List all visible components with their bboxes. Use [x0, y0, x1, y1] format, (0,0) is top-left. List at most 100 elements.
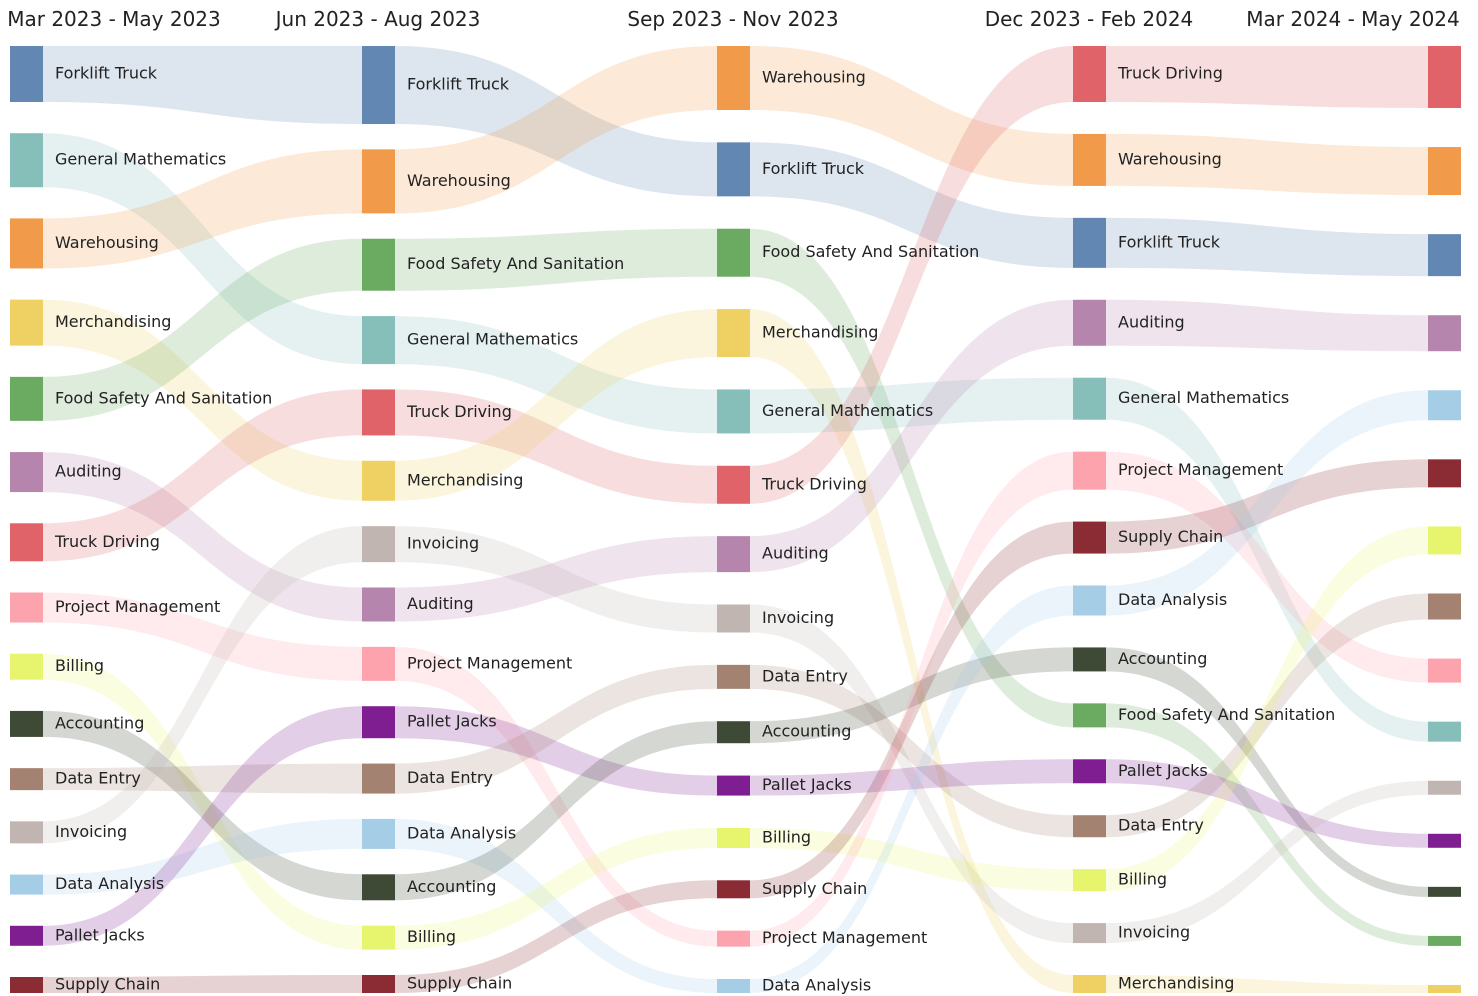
node-label-invoicing-2: Invoicing	[407, 534, 479, 553]
flow-truck-driving-2-to-3	[395, 389, 717, 504]
node-label-merchandising-1: Merchandising	[55, 312, 171, 331]
node-general-mathematics-1	[10, 133, 43, 188]
flow-data-entry-4-to-5	[1106, 593, 1428, 838]
node-label-truck-driving-2: Truck Driving	[406, 402, 512, 421]
flow-truck-driving-1-to-2	[43, 389, 362, 562]
node-label-truck-driving-1: Truck Driving	[54, 532, 160, 551]
flow-pallet-jacks-3-to-4	[750, 759, 1073, 796]
node-project-management-4	[1073, 451, 1106, 490]
flow-data-analysis-4-to-5	[1106, 390, 1428, 616]
node-truck-driving-1	[10, 523, 43, 562]
flow-supply-chain-2-to-3	[395, 880, 717, 993]
node-auditing-3	[717, 536, 750, 573]
node-label-pallet-jacks-2: Pallet Jacks	[407, 712, 497, 731]
node-pallet-jacks-4	[1073, 759, 1106, 784]
node-label-food-safety-and-sanitation-3: Food Safety And Sanitation	[762, 242, 979, 261]
flow-merchandising-4-to-5	[1106, 975, 1428, 993]
flow-project-management-2-to-3	[395, 646, 717, 947]
node-labels: Forklift Truck General Mathematics Warehou…	[54, 64, 1335, 995]
flow-supply-chain-4-to-5	[1106, 459, 1428, 554]
node-label-data-entry-2: Data Entry	[407, 768, 493, 787]
node-accounting-5	[1428, 886, 1461, 897]
node-auditing-5	[1428, 315, 1461, 352]
period-header-5: Mar 2024 - May 2024	[1246, 7, 1460, 31]
flow-data-entry-3-to-4	[750, 664, 1073, 838]
flow-invoicing-1-to-2	[43, 526, 362, 844]
node-label-warehousing-3: Warehousing	[762, 68, 866, 87]
node-accounting-2	[362, 874, 395, 901]
node-invoicing-3	[717, 604, 750, 633]
node-general-mathematics-3	[717, 389, 750, 434]
node-truck-driving-5	[1428, 46, 1461, 108]
node-data-entry-5	[1428, 593, 1461, 620]
node-project-management-2	[362, 646, 395, 681]
flow-accounting-4-to-5	[1106, 647, 1428, 897]
flow-truck-driving-4-to-5	[1106, 46, 1428, 108]
node-forklift-truck-5	[1428, 234, 1461, 277]
node-warehousing-1	[10, 218, 43, 269]
flow-merchandising-3-to-4	[750, 309, 1073, 994]
node-label-invoicing-3: Invoicing	[762, 608, 834, 627]
node-data-entry-3	[717, 664, 750, 689]
flow-supply-chain-1-to-2	[43, 975, 362, 993]
node-forklift-truck-3	[717, 142, 750, 197]
flow-invoicing-4-to-5	[1106, 780, 1428, 944]
node-label-accounting-4: Accounting	[1118, 649, 1207, 668]
node-forklift-truck-4	[1073, 217, 1106, 268]
node-data-entry-1	[10, 768, 43, 791]
period-header-2: Jun 2023 - Aug 2023	[274, 7, 481, 31]
node-data-analysis-5	[1428, 390, 1461, 421]
node-general-mathematics-5	[1428, 721, 1461, 742]
flow-merchandising-2-to-3	[395, 309, 717, 501]
node-invoicing-1	[10, 821, 43, 844]
flow-general-mathematics-4-to-5	[1106, 377, 1428, 742]
node-food-safety-and-sanitation-1	[10, 376, 43, 421]
node-warehousing-5	[1428, 147, 1461, 196]
node-label-auditing-2: Auditing	[407, 594, 474, 613]
flow-data-entry-2-to-3	[395, 664, 717, 794]
node-bars	[10, 46, 1461, 993]
node-label-supply-chain-2: Supply Chain	[407, 974, 512, 993]
flow-data-analysis-3-to-4	[750, 585, 1073, 993]
node-label-auditing-1: Auditing	[55, 462, 122, 481]
node-data-analysis-2	[362, 818, 395, 849]
flow-billing-2-to-3	[395, 827, 717, 950]
node-truck-driving-2	[362, 389, 395, 436]
flow-general-mathematics-1-to-2	[43, 133, 362, 365]
node-supply-chain-3	[717, 880, 750, 899]
node-general-mathematics-2	[362, 316, 395, 365]
node-general-mathematics-4	[1073, 377, 1106, 420]
flow-pallet-jacks-4-to-5	[1106, 759, 1428, 848]
node-data-entry-4	[1073, 815, 1106, 838]
node-label-warehousing-4: Warehousing	[1118, 149, 1222, 168]
flow-forklift-truck-3-to-4	[750, 142, 1073, 268]
flow-auditing-1-to-2	[43, 452, 362, 622]
node-billing-3	[717, 827, 750, 848]
node-label-pallet-jacks-3: Pallet Jacks	[762, 775, 852, 794]
node-merchandising-5	[1428, 985, 1461, 993]
flow-forklift-truck-1-to-2	[43, 46, 362, 124]
node-label-food-safety-and-sanitation-1: Food Safety And Sanitation	[55, 388, 272, 407]
node-forklift-truck-2	[362, 46, 395, 124]
flow-food-safety-and-sanitation-1-to-2	[43, 238, 362, 421]
flow-project-management-3-to-4	[750, 451, 1073, 947]
node-project-management-5	[1428, 658, 1461, 683]
node-label-invoicing-4: Invoicing	[1118, 923, 1190, 942]
node-label-data-analysis-2: Data Analysis	[407, 823, 516, 842]
node-label-data-analysis-4: Data Analysis	[1118, 590, 1227, 609]
flow-billing-1-to-2	[43, 653, 362, 950]
node-label-invoicing-1: Invoicing	[55, 822, 127, 841]
node-label-forklift-truck-1: Forklift Truck	[55, 64, 158, 83]
node-data-analysis-3	[717, 979, 750, 993]
node-label-merchandising-3: Merchandising	[762, 323, 878, 342]
node-label-general-mathematics-2: General Mathematics	[407, 330, 578, 349]
node-warehousing-4	[1073, 133, 1106, 186]
node-label-forklift-truck-2: Forklift Truck	[407, 75, 510, 94]
flow-invoicing-2-to-3	[395, 526, 717, 633]
node-billing-4	[1073, 869, 1106, 892]
node-warehousing-2	[362, 149, 395, 214]
node-food-safety-and-sanitation-2	[362, 238, 395, 291]
node-project-management-1	[10, 592, 43, 623]
node-food-safety-and-sanitation-3	[717, 228, 750, 277]
flow-forklift-truck-4-to-5	[1106, 217, 1428, 277]
